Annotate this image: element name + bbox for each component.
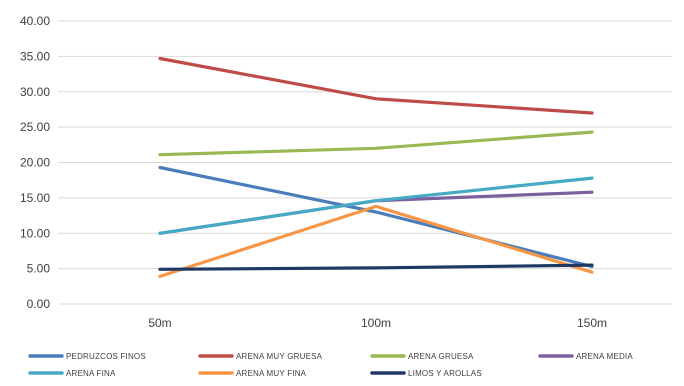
y-tick-label: 10.00 <box>20 226 50 240</box>
legend-item: ARENA MUY FINA <box>198 369 307 378</box>
legend-label: ARENA MEDIA <box>576 352 633 361</box>
data-point <box>158 231 162 235</box>
legend-label: PEDRUZCOS FINOS <box>66 352 146 361</box>
data-point <box>158 57 162 60</box>
legend-item: ARENA MEDIA <box>538 352 633 361</box>
data-point <box>374 210 378 214</box>
y-tick-label: 0.00 <box>27 297 51 311</box>
data-point <box>374 199 378 203</box>
legend-label: ARENA GRUESA <box>408 352 474 361</box>
data-point <box>590 130 594 134</box>
legend-item: ARENA GRUESA <box>370 352 474 361</box>
data-point <box>590 190 594 194</box>
data-point <box>374 205 378 208</box>
x-tick-label: 150m <box>577 316 607 330</box>
x-tick-label: 100m <box>361 316 391 330</box>
data-point <box>590 111 594 115</box>
data-point <box>374 97 378 101</box>
legend-item: LIMOS Y AROLLAS <box>370 369 482 378</box>
data-point <box>590 263 594 267</box>
series-line <box>158 130 594 157</box>
legend-label: ARENA MUY FINA <box>236 369 307 378</box>
legend-item: ARENA MUY GRUESA <box>198 352 323 361</box>
data-point <box>374 266 378 270</box>
legend-item: ARENA FINA <box>28 369 116 378</box>
y-tick-label: 15.00 <box>20 191 50 205</box>
y-tick-label: 25.00 <box>20 120 50 134</box>
y-tick-label: 40.00 <box>20 14 50 28</box>
data-point <box>158 153 162 157</box>
legend-item: PEDRUZCOS FINOS <box>28 352 146 361</box>
data-point <box>590 270 594 274</box>
series-line <box>158 56 594 115</box>
data-point <box>374 146 378 150</box>
legend-label: ARENA MUY GRUESA <box>236 352 323 361</box>
data-point <box>158 166 162 169</box>
data-point <box>158 275 162 278</box>
legend-label: ARENA FINA <box>66 369 116 378</box>
x-tick-label: 50m <box>148 316 171 330</box>
y-tick-label: 35.00 <box>20 49 50 63</box>
data-point <box>158 267 162 271</box>
legend-label: LIMOS Y AROLLAS <box>408 369 482 378</box>
data-point <box>590 176 594 180</box>
y-tick-label: 20.00 <box>20 156 50 170</box>
y-tick-label: 30.00 <box>20 85 50 99</box>
y-tick-label: 5.00 <box>27 262 51 276</box>
